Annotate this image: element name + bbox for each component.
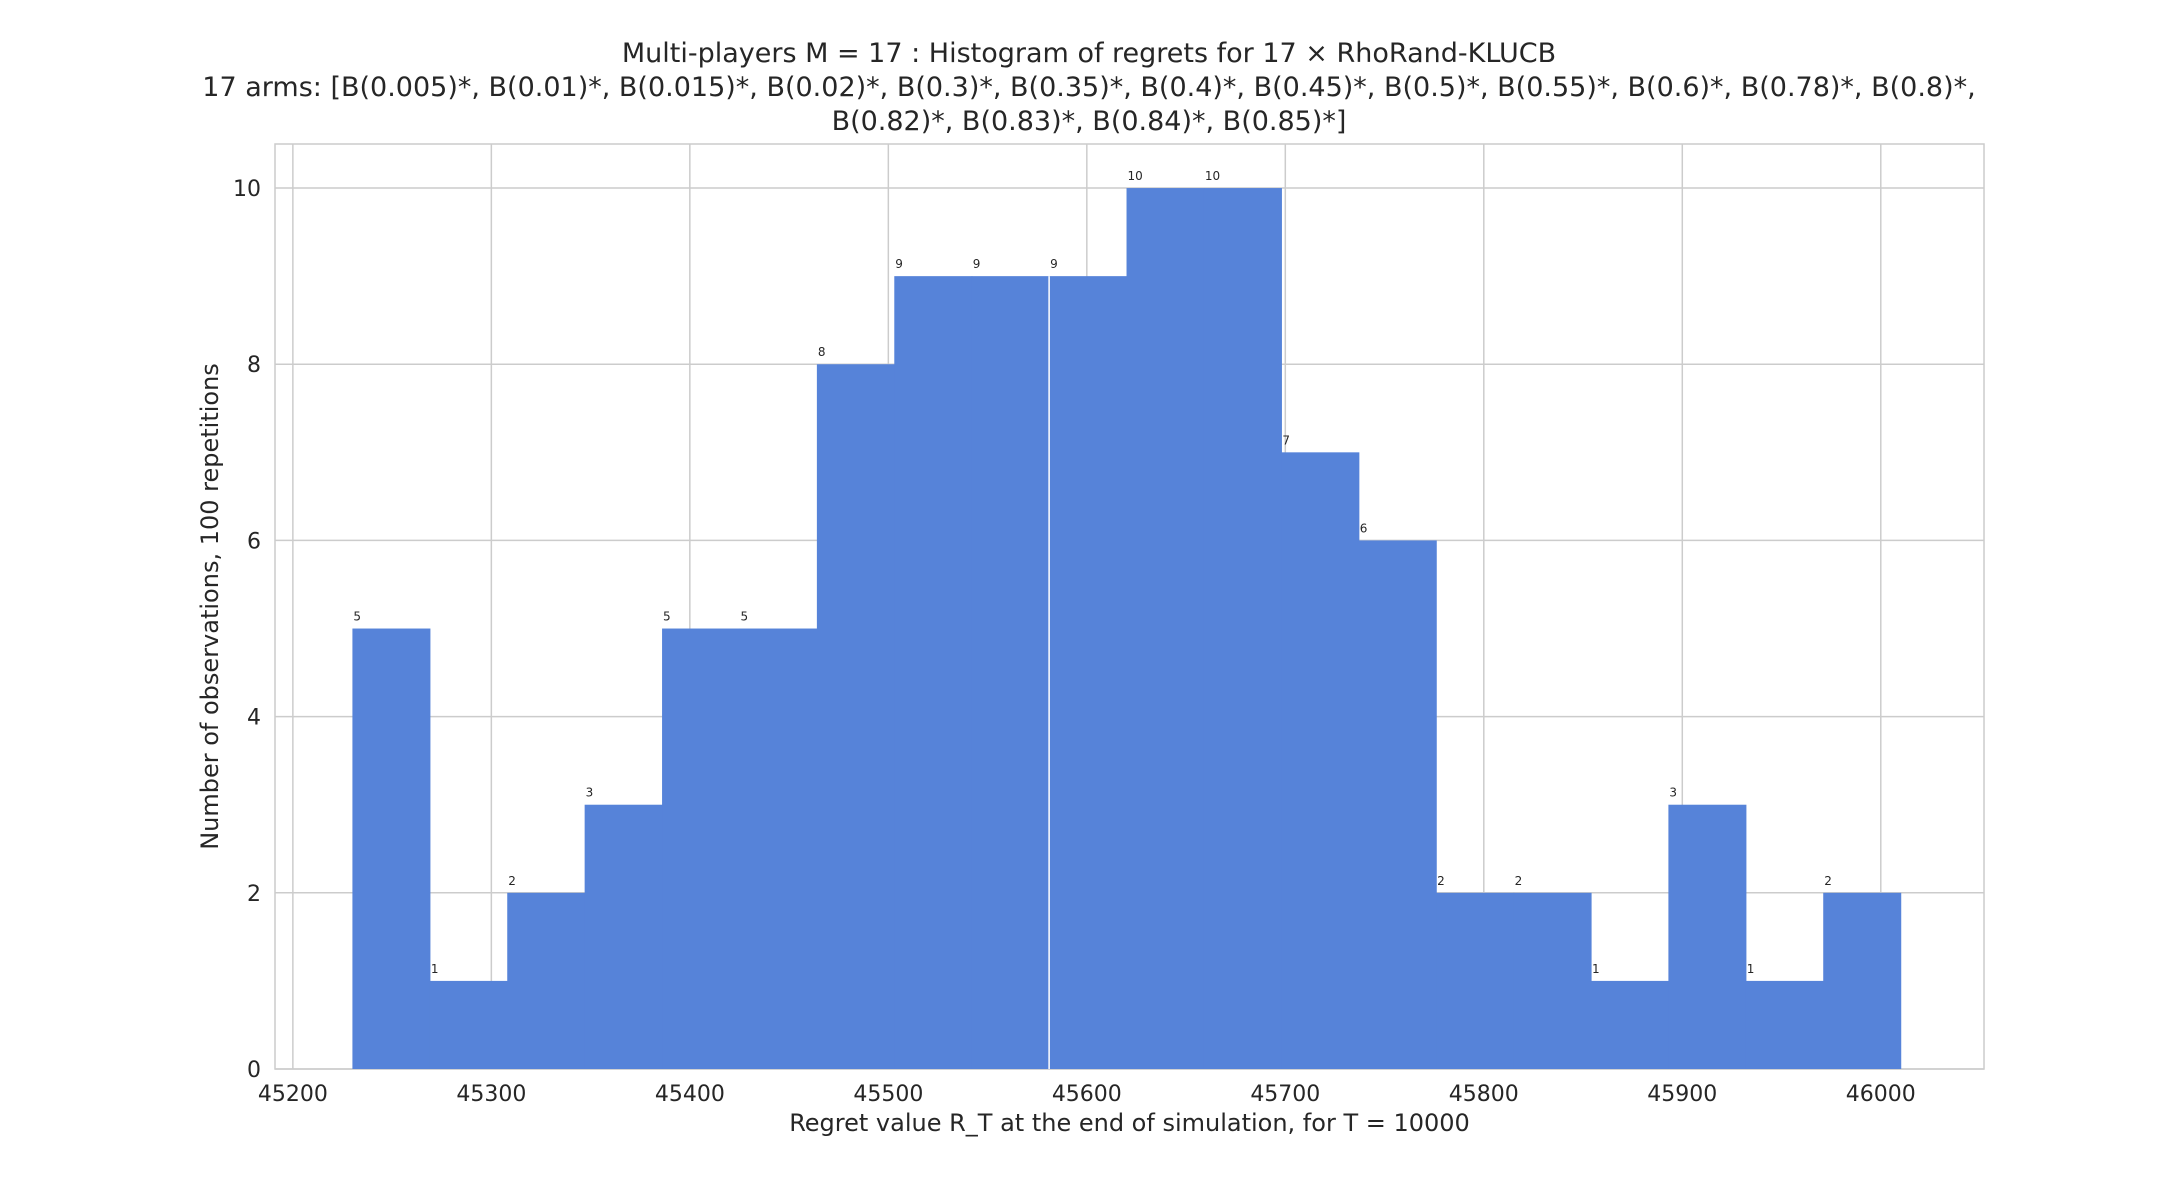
x-tick-label: 45800 [1449,1082,1519,1107]
bar-count-label: 8 [818,345,826,359]
y-tick-label: 6 [247,529,261,554]
bar-count-label: 2 [1824,874,1832,888]
histogram-bar [429,980,508,1069]
histogram-bar [894,276,973,1070]
histogram-bar [1436,892,1515,1069]
x-tick-label: 45400 [655,1082,725,1107]
bar-labels: 5 1 2 3 5 5 8 9 9 9 10 10 7 6 2 2 1 3 1 2 [353,169,1831,976]
bars [352,188,1902,1070]
chart-subtitle-arms: 17 arms: [B(0.005)*, B(0.01)*, B(0.015)*… [202,72,1976,103]
bar-count-label: 7 [1282,433,1290,447]
bar-count-label: 6 [1360,521,1368,535]
chart-title: Multi-players M = 17 : Histogram of regr… [621,38,1557,69]
bar-count-label: 9 [895,257,903,271]
bar-count-label: 3 [586,786,594,800]
x-tick-label: 45900 [1647,1082,1717,1107]
y-tick-label: 0 [247,1058,261,1083]
histogram-bar [1823,892,1902,1069]
x-axis-label: Regret value R_T at the end of simulatio… [789,1109,1470,1137]
bar-count-label: 1 [1592,962,1600,976]
bar-count-label: 2 [1437,874,1445,888]
bar-count-label: 5 [663,610,671,624]
histogram-bar [1513,892,1592,1069]
histogram-bar [816,364,895,1069]
histogram-bar [1049,276,1128,1070]
histogram-bar [739,628,818,1069]
x-tick-label: 46000 [1846,1082,1916,1107]
histogram-bar [1590,980,1670,1069]
bar-count-label: 2 [508,874,516,888]
y-tick-label: 8 [247,353,261,378]
tick-labels: 45200 45300 45400 45500 45600 45700 45800 45900… [233,177,1916,1107]
histogram-bar [1126,188,1205,1070]
histogram-bar [1281,452,1360,1069]
histogram-bar [1745,980,1824,1069]
bar-count-label: 9 [1050,257,1058,271]
bar-count-label: 1 [1747,962,1755,976]
bar-count-label: 5 [353,610,361,624]
y-axis-label: Number of observations, 100 repetitions [196,363,224,850]
histogram-bar [1203,188,1282,1070]
histogram-bar [352,628,431,1069]
x-tick-label: 45200 [258,1082,328,1107]
x-tick-label: 45600 [1052,1082,1122,1107]
bar-count-label: 10 [1128,169,1143,183]
chart-subtitle-arms-continued: B(0.82)*, B(0.83)*, B(0.84)*, B(0.85)*] [831,106,1347,137]
histogram-bar [662,628,741,1069]
bar-count-label: 10 [1205,169,1220,183]
x-tick-label: 45700 [1250,1082,1320,1107]
histogram-bar [584,804,663,1069]
histogram-bar [507,892,586,1069]
y-tick-label: 4 [247,706,261,731]
bar-count-label: 5 [740,610,748,624]
x-tick-label: 45300 [456,1082,526,1107]
bar-count-label: 3 [1669,786,1677,800]
x-tick-label: 45500 [853,1082,923,1107]
histogram-bar [971,276,1050,1070]
bar-count-label: 9 [973,257,981,271]
histogram-bar [1668,804,1747,1069]
bar-count-label: 1 [431,962,439,976]
histogram-bar [1358,540,1437,1069]
bar-count-label: 2 [1515,874,1523,888]
y-tick-label: 2 [247,882,261,907]
y-tick-label: 10 [233,177,261,202]
